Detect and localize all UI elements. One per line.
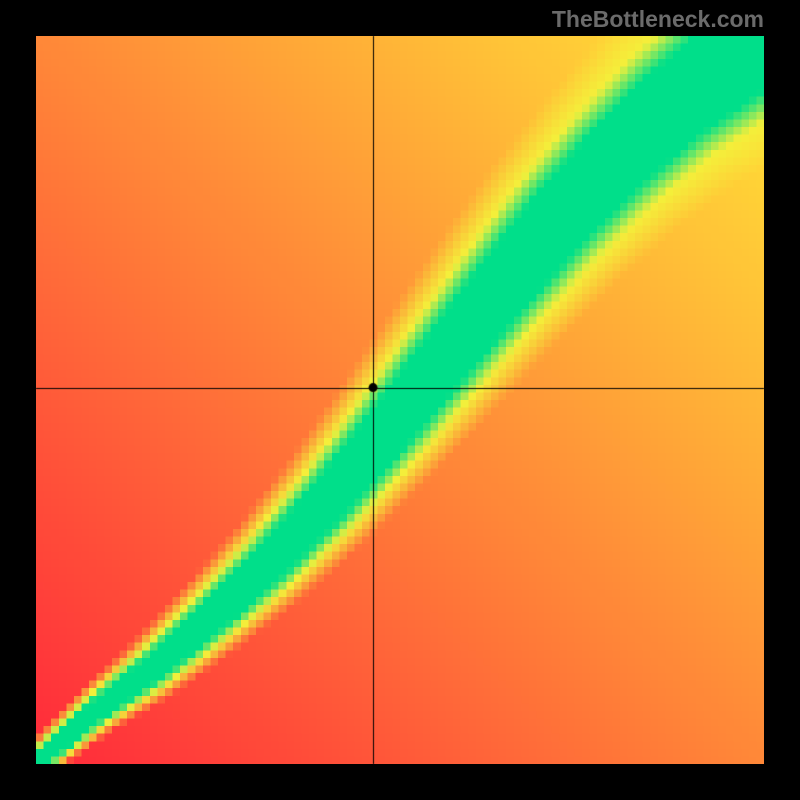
- crosshair-overlay: [0, 0, 800, 800]
- chart-container: TheBottleneck.com: [0, 0, 800, 800]
- watermark-text: TheBottleneck.com: [552, 6, 764, 33]
